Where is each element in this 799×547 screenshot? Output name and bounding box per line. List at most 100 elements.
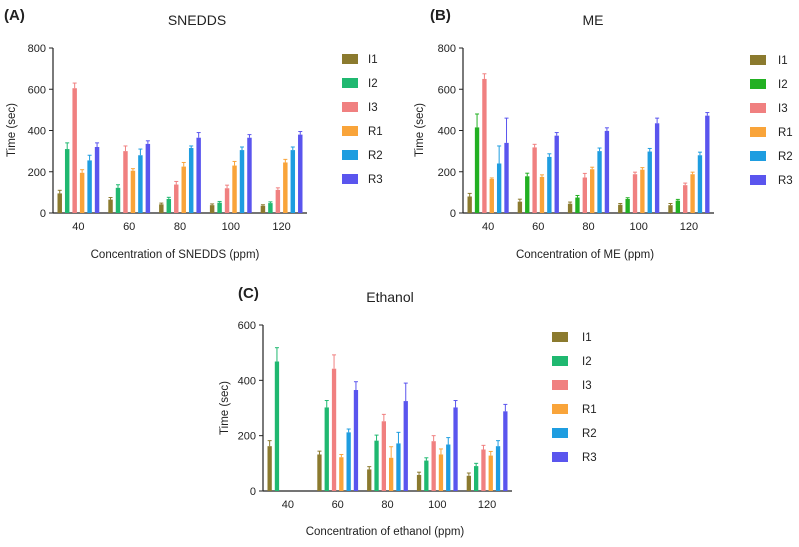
bar-i2-100: [424, 460, 429, 491]
x-tick-label: 100: [428, 499, 446, 511]
bar-i1-120: [260, 205, 266, 213]
bar-r2-40: [496, 163, 502, 213]
bar-i1-40: [57, 193, 62, 213]
legend-label-i3: I3: [368, 102, 378, 114]
bar-r1-120: [690, 174, 695, 213]
x-tick-label: 60: [532, 221, 544, 233]
legend-label-r1: R1: [368, 126, 383, 138]
legend-label-i2: I2: [582, 356, 592, 368]
bar-i3-80: [582, 177, 587, 213]
legend-swatch-r1: [342, 126, 358, 136]
panel-label: (B): [430, 7, 451, 24]
bar-i2-40: [274, 361, 280, 491]
x-axis-label: Concentration of SNEDDS (ppm): [91, 249, 260, 261]
legend-label-i1: I1: [368, 54, 378, 66]
bar-r1-120: [488, 455, 493, 491]
bar-i1-100: [618, 204, 623, 213]
bar-r2-80: [597, 151, 602, 213]
bar-r1-60: [130, 170, 136, 213]
x-tick-label: 40: [282, 499, 294, 511]
legend-swatch-i3: [750, 103, 766, 113]
legend-label-r2: R2: [368, 150, 383, 162]
bar-i3-40: [482, 78, 487, 213]
bar-r2-60: [138, 155, 143, 213]
legend-label-i3: I3: [582, 380, 592, 392]
legend-label-i1: I1: [778, 55, 788, 67]
bar-r3-40: [504, 142, 509, 213]
bar-i1-60: [108, 199, 113, 213]
bar-r2-100: [239, 150, 245, 213]
bar-i1-80: [159, 204, 164, 213]
legend-swatch-i3: [552, 380, 568, 390]
bar-i3-60: [331, 368, 337, 491]
y-tick-label: 600: [438, 84, 456, 96]
legend-swatch-i1: [342, 54, 358, 64]
legend-label-r2: R2: [582, 428, 597, 440]
bar-r1-120: [283, 162, 288, 213]
bar-r1-100: [640, 169, 645, 213]
legend-label-r3: R3: [368, 174, 383, 186]
bar-i3-120: [683, 185, 688, 213]
bar-i1-40: [467, 196, 472, 213]
x-tick-label: 80: [582, 221, 594, 233]
bar-r3-120: [298, 134, 303, 213]
x-tick-label: 40: [72, 221, 84, 233]
legend-swatch-r2: [342, 150, 358, 160]
legend-label-i2: I2: [778, 79, 788, 91]
y-tick-label: 0: [250, 486, 256, 498]
bar-r2-120: [697, 155, 703, 213]
x-axis-label: Concentration of ME (ppm): [516, 249, 654, 261]
legend-label-r1: R1: [778, 127, 793, 139]
x-axis-label: Concentration of ethanol (ppm): [306, 526, 465, 538]
bar-i2-40: [474, 127, 480, 213]
bar-r3-100: [453, 407, 458, 491]
legend-swatch-r3: [342, 174, 358, 184]
x-tick-label: 100: [630, 221, 648, 233]
bar-i2-120: [268, 203, 273, 213]
bar-r2-100: [446, 444, 451, 491]
bar-r3-120: [503, 411, 508, 491]
legend-label-r1: R1: [582, 404, 597, 416]
panel-label: (A): [4, 7, 25, 24]
bar-r3-120: [705, 115, 710, 213]
bar-r1-60: [539, 176, 545, 213]
legend-label-i3: I3: [778, 103, 788, 115]
legend-swatch-i2: [552, 356, 568, 366]
legend-swatch-r2: [750, 151, 766, 161]
bar-r1-40: [79, 172, 85, 213]
bar-r3-60: [554, 135, 559, 213]
y-tick-label: 400: [28, 126, 46, 138]
legend-label-r3: R3: [778, 175, 793, 187]
bar-i3-80: [174, 184, 179, 213]
bar-r3-60: [145, 143, 151, 213]
legend-swatch-i1: [750, 55, 766, 65]
x-tick-label: 100: [222, 221, 240, 233]
bar-i2-80: [166, 198, 172, 213]
chart-panel-c: (C) Ethanol 0 200 400 600 40 60 80 100 120 Concentr…: [219, 285, 597, 538]
x-tick-label: 40: [482, 221, 494, 233]
bar-i1-80: [567, 203, 573, 213]
chart-title: ME: [583, 12, 604, 28]
bar-r1-100: [438, 454, 444, 491]
legend-swatch-i3: [342, 102, 358, 112]
y-axis-label: Time (sec): [414, 103, 426, 157]
bar-r2-60: [547, 156, 552, 213]
y-tick-label: 0: [40, 208, 46, 220]
bar-i2-40: [64, 149, 70, 213]
bar-r2-120: [290, 150, 296, 213]
x-tick-label: 120: [478, 499, 496, 511]
y-tick-label: 400: [438, 126, 456, 138]
bar-r2-40: [87, 160, 92, 213]
bar-r3-60: [353, 390, 359, 491]
chart-panel-a: (A) SNEDDS 0 200 400 600 800 40 60 80 100 120 Concen…: [4, 7, 383, 261]
bar-r1-80: [389, 457, 394, 491]
legend-swatch-r1: [750, 127, 766, 137]
chart-title: SNEDDS: [168, 12, 226, 28]
bar-r3-80: [196, 137, 201, 213]
bar-i1-120: [668, 205, 673, 213]
x-tick-label: 80: [174, 221, 186, 233]
bar-i1-60: [517, 201, 523, 213]
bar-i1-100: [416, 474, 422, 491]
legend-label-r2: R2: [778, 151, 793, 163]
